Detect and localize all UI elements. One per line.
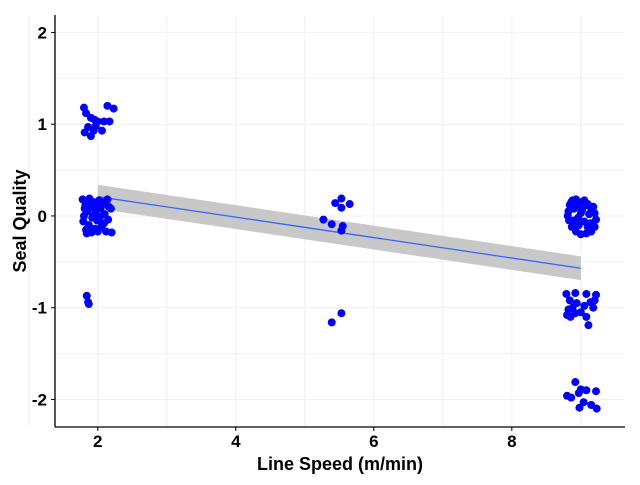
- data-point: [582, 200, 591, 209]
- data-point: [84, 300, 93, 309]
- data-point: [319, 215, 328, 224]
- x-tick-label: 4: [231, 432, 241, 451]
- x-ticks: 2 4 6 8: [93, 427, 517, 451]
- data-point: [92, 200, 101, 209]
- data-point: [579, 398, 588, 407]
- y-tick-label: -2: [32, 390, 47, 409]
- data-point: [580, 301, 589, 310]
- data-point: [88, 211, 97, 220]
- data-point: [327, 220, 336, 229]
- data-point: [90, 115, 99, 124]
- data-point: [567, 393, 576, 402]
- x-tick-label: 2: [93, 432, 102, 451]
- data-point: [567, 198, 576, 207]
- data-point: [576, 308, 585, 317]
- data-point: [582, 312, 591, 321]
- data-point: [97, 126, 106, 135]
- data-point: [574, 213, 583, 222]
- data-point: [589, 202, 598, 211]
- data-point: [590, 296, 599, 305]
- x-axis-label: Line Speed (m/min): [257, 454, 423, 474]
- data-point: [589, 303, 598, 312]
- data-point: [80, 204, 89, 213]
- y-tick-label: 2: [38, 23, 47, 42]
- data-point: [93, 227, 102, 236]
- data-point: [99, 117, 108, 126]
- data-point: [582, 386, 591, 395]
- data-point: [337, 226, 346, 235]
- data-point: [562, 289, 571, 298]
- data-point: [84, 221, 93, 230]
- data-point: [572, 299, 581, 308]
- data-point: [585, 210, 594, 219]
- data-point: [565, 296, 574, 305]
- data-point: [571, 378, 580, 387]
- data-point: [105, 117, 114, 126]
- y-ticks: -2 -1 0 1 2: [32, 23, 55, 409]
- data-point: [563, 211, 572, 220]
- data-point: [89, 126, 98, 135]
- data-point: [331, 199, 340, 208]
- data-point: [109, 104, 118, 113]
- data-point: [345, 200, 354, 209]
- data-point: [104, 215, 113, 224]
- x-tick-label: 6: [369, 432, 378, 451]
- data-point: [575, 403, 584, 412]
- data-point: [563, 311, 572, 320]
- data-point: [98, 198, 107, 207]
- data-point: [107, 228, 116, 237]
- data-point: [106, 204, 115, 213]
- data-point: [82, 291, 91, 300]
- y-axis-label: Seal Quality: [10, 169, 30, 272]
- data-point: [82, 229, 91, 238]
- data-point: [337, 203, 346, 212]
- data-point: [582, 289, 591, 298]
- data-point: [337, 194, 346, 203]
- x-tick-label: 8: [507, 432, 516, 451]
- y-tick-label: 0: [38, 207, 47, 226]
- data-point: [592, 404, 601, 413]
- data-point: [327, 318, 336, 327]
- data-point: [586, 219, 595, 228]
- data-point: [592, 387, 601, 396]
- data-point: [571, 289, 580, 298]
- data-point: [337, 309, 346, 318]
- data-point: [84, 197, 93, 206]
- data-point: [80, 128, 89, 137]
- y-tick-label: -1: [32, 299, 47, 318]
- y-tick-label: 1: [38, 115, 47, 134]
- data-point: [103, 101, 112, 110]
- data-points: [78, 101, 601, 413]
- data-point: [584, 321, 593, 330]
- data-point: [567, 222, 576, 231]
